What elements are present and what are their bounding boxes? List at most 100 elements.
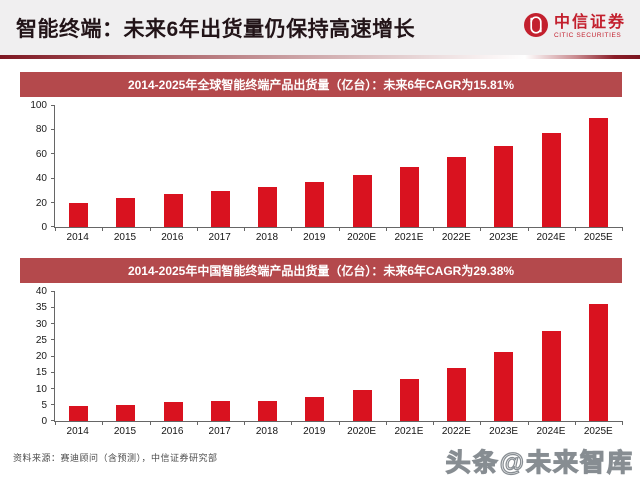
x-axis-tick [480,227,482,231]
x-axis-label: 2015 [113,426,137,437]
bar [352,390,372,421]
y-axis-tick [51,129,55,131]
bar-series [55,292,622,421]
bar [494,145,514,227]
x-axis-tick [433,421,434,425]
y-axis-label: 5 [41,399,47,411]
y-axis: 0 5 10 15 20 25 30 35 40 [20,287,54,427]
bar [116,197,136,227]
bar-slot [291,106,338,227]
y-axis-label: 30 [35,318,47,330]
x-axis-tick [622,421,623,425]
y-axis-label: 35 [35,302,47,314]
bar [305,182,325,227]
x-axis-tick [196,227,198,231]
x-axis-tick [433,227,434,231]
x-axis-tick [385,421,387,425]
x-axis-label: 2021E [394,232,424,243]
logo-name-cn: 中信证券 [553,14,626,32]
x-axis-tick [338,227,340,231]
bar-slot [197,106,244,227]
y-axis-label: 15 [35,367,47,379]
bar [588,118,608,227]
bar [588,303,608,421]
x-axis-label: 2016 [161,232,184,243]
y-axis-label: 20 [35,351,47,362]
bar [399,379,419,421]
plot-area [51,291,623,425]
chart-title: 2014-2025年全球智能终端产品出货量（亿台）：未来6年CAGR为15.81… [20,72,622,97]
bar [258,187,278,227]
bar-slot [386,292,433,421]
y-axis-label: 20 [35,197,47,209]
y-axis-tick [51,105,55,106]
bar [305,396,325,421]
x-axis-tick [527,421,529,425]
bar-slot [55,106,102,227]
x-axis-label: 2023E [489,426,519,437]
bar [163,194,183,227]
bar-slot [528,106,575,227]
y-axis-label: 100 [30,100,47,111]
y-axis-label: 25 [35,334,47,346]
citic-logo: 中信证券 CITIC SECURITIES [523,12,626,43]
y-axis-tick [51,387,55,389]
x-axis-tick [244,421,245,425]
bar-slot [291,292,338,421]
bar-slot [528,292,575,421]
chart-title: 2014-2025年中国智能终端产品出货量（亿台）：未来6年CAGR为29.38… [20,258,622,283]
bar-slot [102,292,149,421]
china-shipments-chart: 2014-2025年中国智能终端产品出货量（亿台）：未来6年CAGR为29.38… [20,258,623,437]
x-axis-label: 2019 [303,232,326,243]
bar [447,367,467,421]
x-axis-label: 2024E [536,426,566,437]
bar [258,400,278,421]
bar-slot [433,292,480,421]
y-axis-tick [51,177,55,179]
y-axis-tick [51,323,55,325]
x-axis-tick [244,227,245,231]
bar-slot [150,292,197,421]
bar [163,402,183,421]
x-axis-label: 2025E [583,426,613,437]
bar-slot [339,292,386,421]
x-axis-label: 2021E [394,426,424,437]
bar [541,132,561,227]
watermark: 头条@未来智库 [445,448,634,477]
y-axis-tick [51,291,55,292]
chart-plot: 0 20 40 60 80 100 [20,101,623,233]
y-axis-tick [51,420,55,421]
y-axis-label: 80 [35,124,47,136]
y-axis-label: 0 [41,416,47,427]
x-axis-label: 2024E [536,232,566,243]
x-axis-tick [149,227,151,231]
bar-slot [575,292,622,421]
header-divider [0,55,640,59]
x-axis-label: 2015 [113,232,137,243]
bar-slot [386,106,433,227]
bar [399,166,419,227]
x-axis-tick [385,227,387,231]
x-axis-tick [480,421,482,425]
bar [116,404,136,421]
bar [210,401,230,421]
x-axis-label: 2016 [161,426,184,437]
bar-slot [433,106,480,227]
bar-slot [480,292,527,421]
y-axis-tick [51,371,55,373]
bar [447,156,467,227]
x-axis-tick [149,421,151,425]
x-axis-label: 2014 [66,232,89,243]
x-axis-tick [102,421,104,425]
x-axis-tick [622,227,623,231]
x-axis-tick [338,421,340,425]
y-axis-label: 0 [41,222,47,233]
y-axis-label: 40 [35,173,47,185]
y-axis-tick [51,403,55,405]
citic-logo-icon [523,12,549,43]
bar [69,202,89,227]
x-axis-tick [291,421,293,425]
y-axis-tick [51,153,55,155]
y-axis-tick [51,307,55,309]
